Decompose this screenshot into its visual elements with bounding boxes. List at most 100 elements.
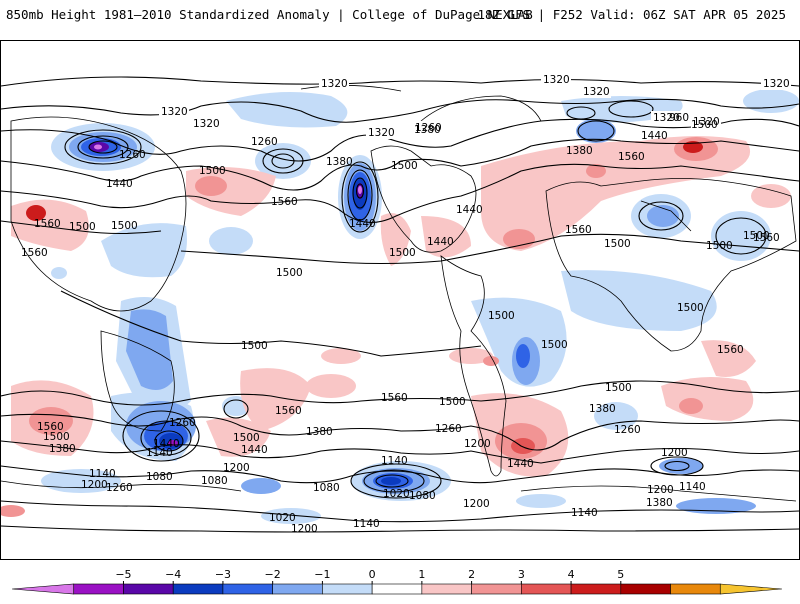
contour-label: 1500 — [69, 221, 96, 233]
colorbar-swatch — [322, 583, 373, 595]
contour-label: 1380 — [306, 426, 333, 438]
contour-label: 1380 — [646, 497, 673, 509]
contour-label: 1500 — [111, 220, 138, 232]
contour-label: 1260 — [435, 423, 462, 435]
colorbar-ticks: −5 −4 −3 −2 −1 0 1 2 3 4 5 — [115, 568, 624, 584]
run-info: 18Z GFS | F252 Valid: 06Z SAT APR 05 202… — [477, 7, 786, 22]
coastlines — [1, 85, 797, 502]
colorbar-swatch — [172, 583, 224, 595]
contour-label: 1140 — [571, 507, 598, 519]
contour-label: 1380 — [326, 156, 353, 168]
colorbar-tick-label: 3 — [518, 568, 525, 581]
contour-label: 1200 — [223, 462, 250, 474]
colorbar-tick-label: 5 — [617, 568, 624, 581]
contour-label: 1080 — [201, 475, 228, 487]
contour-label: 1380 — [414, 124, 441, 136]
contour-label: 1560 — [618, 151, 645, 163]
map-panel[interactable]: 1320 1320 1320 1320 1320 1320 1320 1320 … — [0, 40, 800, 560]
contour-label: 1320 — [693, 116, 720, 128]
colorbar-swatch — [471, 583, 522, 595]
colorbar-swatch — [719, 583, 783, 595]
contour-label: 1440 — [153, 438, 180, 450]
contour-label: 1320 — [161, 106, 188, 118]
contour-label: 1140 — [381, 455, 408, 467]
colorbar-swatch — [123, 583, 174, 595]
colorbar-canvas: −5 −4 −3 −2 −1 0 1 2 3 4 5 — [11, 568, 783, 595]
contour-label: 1440 — [106, 178, 133, 190]
colorbar: −5 −4 −3 −2 −1 0 1 2 3 4 5 — [0, 560, 800, 600]
contour-label: 1440 — [349, 218, 376, 230]
colorbar-swatch — [272, 583, 323, 595]
contour-label: 1560 — [34, 218, 61, 230]
contour-label: 1440 — [507, 458, 534, 470]
contour-label: 1560 — [565, 224, 592, 236]
colorbar-tick-label: −5 — [115, 568, 131, 581]
map-title: 850mb Height 1981–2010 Standardized Anom… — [6, 7, 533, 22]
contour-label: 1500 — [199, 165, 226, 177]
colorbar-swatch — [521, 583, 572, 595]
header: 850mb Height 1981–2010 Standardized Anom… — [0, 0, 800, 40]
contour-label: 1500 — [541, 339, 568, 351]
contour-label: 1500 — [391, 160, 418, 172]
colorbar-tick-label: 2 — [468, 568, 475, 581]
contour-label: 1080 — [409, 490, 436, 502]
contour-label: 1380 — [566, 145, 593, 157]
colorbar-swatches — [11, 583, 783, 595]
contour-label: 1200 — [464, 438, 491, 450]
contour-label: 1560 — [271, 196, 298, 208]
colorbar-swatch — [73, 583, 124, 595]
contour-label: 1560 — [37, 421, 64, 433]
contour-label: 1560 — [275, 405, 302, 417]
contour-label: 1080 — [146, 471, 173, 483]
colorbar-swatch — [570, 583, 622, 595]
contour-label: 1020 — [383, 488, 410, 500]
contour-label: 1260 — [614, 424, 641, 436]
contour-label: 1440 — [241, 444, 268, 456]
colorbar-swatch — [222, 583, 273, 595]
contour-label: 1320 — [368, 127, 395, 139]
contour-label: 960 — [669, 112, 689, 124]
contour-label: 1500 — [604, 238, 631, 250]
colorbar-tick-label: −3 — [215, 568, 231, 581]
contour-label: 1500 — [743, 230, 770, 242]
contour-label: 1500 — [233, 432, 260, 444]
contour-label: 1320 — [193, 118, 220, 130]
contour-label: 1260 — [415, 122, 442, 134]
contour-label: 1440 — [641, 130, 668, 142]
colorbar-swatch — [421, 583, 472, 595]
contour-label: 1500 — [241, 340, 268, 352]
colorbar-tick-label: −1 — [314, 568, 330, 581]
contour-label: 1020 — [269, 512, 296, 524]
colorbar-swatch — [371, 583, 423, 595]
contour-labels: 1320 1320 1320 1320 1320 1320 1320 1320 … — [21, 73, 791, 535]
contour-label: 1500 — [691, 119, 718, 131]
colorbar-swatch — [620, 583, 671, 595]
contour-label: 1320 — [653, 112, 680, 124]
contour-label: 1140 — [679, 481, 706, 493]
contour-label: 1500 — [276, 267, 303, 279]
contour-label: 1260 — [119, 149, 146, 161]
contour-label: 1140 — [353, 518, 380, 530]
contour-label: 1500 — [677, 302, 704, 314]
contour-label: 1200 — [647, 484, 674, 496]
contour-label: 1260 — [251, 136, 278, 148]
contour-label: 1320 — [763, 78, 790, 90]
contour-label: 1200 — [661, 447, 688, 459]
contour-label: 1500 — [389, 247, 416, 259]
colorbar-tick-label: 0 — [369, 568, 376, 581]
contour-label: 1200 — [81, 479, 108, 491]
contour-label: 1380 — [49, 443, 76, 455]
contour-label: 1440 — [456, 204, 483, 216]
colorbar-swatch — [670, 583, 721, 595]
contour-label: 1500 — [706, 240, 733, 252]
contour-label: 1560 — [717, 344, 744, 356]
contour-label: 1320 — [583, 86, 610, 98]
contour-label: 1200 — [291, 523, 318, 535]
colorbar-tick-label: −4 — [165, 568, 181, 581]
contour-label: 1260 — [169, 417, 196, 429]
contour-label: 1560 — [21, 247, 48, 259]
colorbar-tick-label: 1 — [418, 568, 425, 581]
colorbar-tick-label: −2 — [265, 568, 281, 581]
contour-label: 1560 — [381, 392, 408, 404]
contour-label: 1500 — [605, 382, 632, 394]
